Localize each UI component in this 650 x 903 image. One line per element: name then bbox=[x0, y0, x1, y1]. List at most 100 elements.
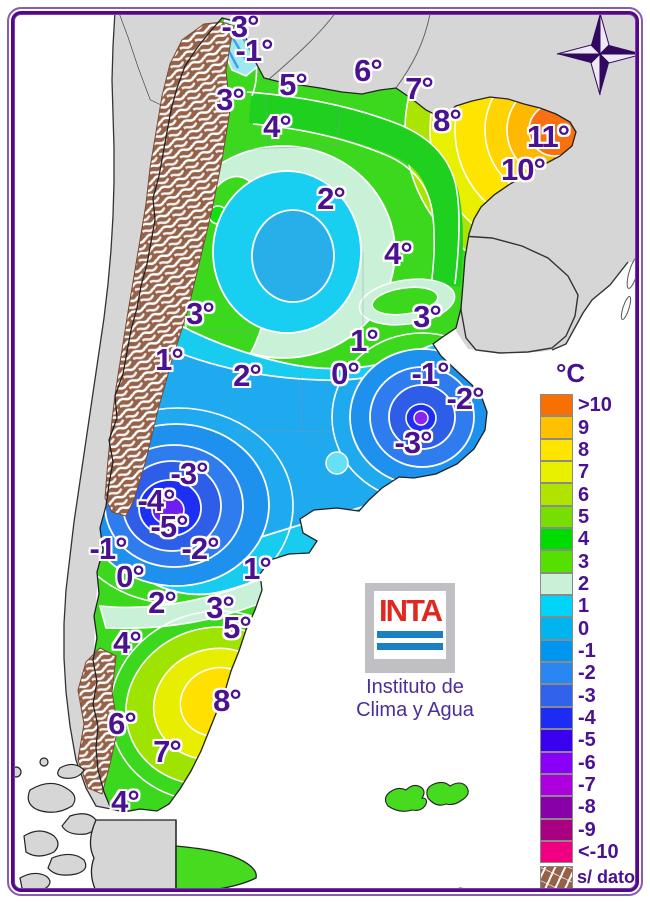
malvinas-islands bbox=[384, 781, 469, 812]
isla-de-los-estados bbox=[445, 887, 476, 892]
legend-row: -6 bbox=[540, 751, 619, 774]
legend-value-label: 8 bbox=[578, 438, 590, 461]
temperature-label: 0° bbox=[116, 558, 145, 594]
legend-value-label: -1 bbox=[578, 639, 596, 662]
no-data-label: s/ dato bbox=[577, 867, 636, 887]
legend-row: 7 bbox=[540, 461, 619, 484]
temperature-label: 2° bbox=[233, 357, 262, 393]
legend-swatch bbox=[540, 461, 573, 484]
legend-row: 2 bbox=[540, 572, 619, 596]
temperature-label: 4° bbox=[111, 783, 140, 819]
legend-value-label: 6 bbox=[578, 483, 590, 506]
argentina-border bbox=[92, 17, 577, 813]
temperature-label: -5° bbox=[150, 508, 189, 544]
legend-row: <-10 bbox=[540, 840, 619, 864]
legend-value-label: -8 bbox=[578, 796, 596, 819]
legend-swatch bbox=[540, 684, 573, 707]
legend-swatch bbox=[540, 505, 573, 529]
inta-logo-text: INTA bbox=[378, 593, 443, 628]
legend-row: >10 bbox=[540, 394, 619, 417]
no-data-swatch bbox=[540, 866, 573, 889]
lagoon bbox=[626, 257, 639, 289]
brazil-coastline bbox=[551, 261, 629, 351]
legend-value-label: 4 bbox=[578, 528, 590, 551]
legend-row: -8 bbox=[540, 796, 619, 819]
temperature-label: -4° bbox=[137, 482, 176, 518]
legend-row: -3 bbox=[540, 684, 619, 707]
legend-row: 4 bbox=[540, 528, 619, 551]
compass-rose-icon bbox=[556, 12, 644, 96]
temperature-label: 1° bbox=[350, 322, 379, 358]
temperature-label: 1° bbox=[243, 550, 272, 586]
legend-value-label: -5 bbox=[578, 729, 596, 752]
temperature-label: 5° bbox=[223, 609, 252, 645]
legend-swatch bbox=[540, 483, 573, 506]
temperature-label: -3° bbox=[170, 455, 209, 491]
legend-swatch bbox=[540, 639, 573, 663]
temperature-label: 6° bbox=[108, 705, 137, 741]
temperature-label: 5° bbox=[279, 66, 308, 102]
legend-swatch bbox=[540, 416, 573, 439]
inta-logo-bar bbox=[377, 643, 443, 650]
temperature-label: -1° bbox=[411, 355, 450, 391]
legend-value-label: 5 bbox=[578, 505, 590, 528]
temperature-label: 4° bbox=[384, 235, 413, 271]
temperature-label: 0° bbox=[331, 355, 360, 391]
andes-no-data-south bbox=[77, 647, 119, 795]
temperature-label: 3° bbox=[186, 295, 215, 331]
legend-swatch bbox=[540, 550, 573, 573]
andes-no-data-north bbox=[104, 21, 235, 517]
chile-pacific-coastline bbox=[63, 11, 116, 810]
institute-name-line2: Clima y Agua bbox=[356, 699, 474, 721]
argentina-temperature-map bbox=[11, 11, 639, 892]
temperature-label: 10° bbox=[501, 151, 546, 187]
legend-swatch bbox=[540, 729, 573, 752]
legend-value-label: >10 bbox=[578, 394, 612, 417]
legend-title: °C bbox=[556, 358, 586, 388]
inta-logo-inner: INTA bbox=[374, 591, 446, 659]
legend-value-label: -9 bbox=[578, 818, 596, 841]
temperature-label: 7° bbox=[405, 70, 434, 106]
legend-swatch bbox=[540, 662, 573, 685]
temperature-label: 8° bbox=[433, 102, 462, 138]
temperature-label: 11° bbox=[526, 118, 570, 154]
temperature-label: 3° bbox=[206, 589, 235, 625]
legend-no-data-row: s/ dato bbox=[540, 866, 635, 889]
legend-row: 6 bbox=[540, 483, 619, 506]
bolivia-paraguay-border bbox=[267, 11, 337, 81]
legend-row: -2 bbox=[540, 662, 619, 685]
temperature-label: 7° bbox=[153, 733, 182, 769]
legend-row: -7 bbox=[540, 773, 619, 797]
temperature-label: 1° bbox=[155, 341, 184, 377]
legend-swatch bbox=[540, 595, 573, 618]
paraguay-river-border bbox=[395, 13, 431, 89]
temperature-label: 2° bbox=[317, 180, 346, 216]
temperature-label: 4° bbox=[263, 108, 292, 144]
legend-value-label: <-10 bbox=[578, 841, 619, 864]
tierra-del-fuego-argentina bbox=[175, 845, 257, 892]
legend-value-label: 1 bbox=[578, 595, 590, 618]
institute-name-line1: Instituto de bbox=[366, 676, 464, 698]
temperature-label: 3° bbox=[413, 298, 442, 334]
legend-swatch bbox=[540, 818, 573, 841]
legend-row: -1 bbox=[540, 639, 619, 663]
legend-swatch bbox=[540, 438, 573, 462]
legend-row: -9 bbox=[540, 818, 619, 841]
temperature-label: 3° bbox=[216, 81, 245, 117]
inta-logo-bar bbox=[377, 631, 443, 638]
legend-swatch bbox=[540, 394, 573, 417]
temperature-label: 4° bbox=[113, 624, 142, 660]
legend-swatch bbox=[540, 528, 573, 551]
legend-row: 3 bbox=[540, 550, 619, 573]
legend-value-label: 2 bbox=[578, 572, 590, 595]
lagoon bbox=[620, 296, 632, 320]
legend-swatch bbox=[540, 751, 573, 774]
temperature-label: 6° bbox=[354, 52, 383, 88]
legend-row: 9 bbox=[540, 416, 619, 439]
legend-row: 0 bbox=[540, 617, 619, 640]
legend-swatch bbox=[540, 706, 573, 730]
legend-row: 1 bbox=[540, 595, 619, 618]
temperature-field bbox=[93, 18, 576, 812]
temperature-label: -2° bbox=[181, 530, 220, 566]
legend-swatch bbox=[540, 572, 573, 596]
